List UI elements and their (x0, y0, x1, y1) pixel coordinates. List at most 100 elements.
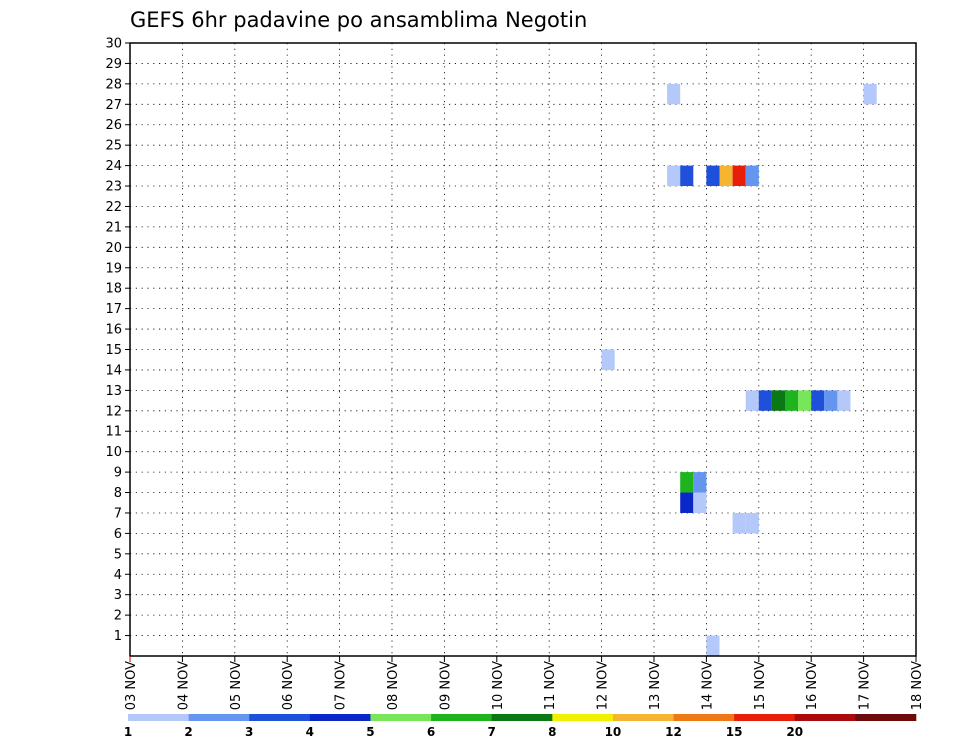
y-tick-label: 25 (105, 139, 122, 154)
colorbar-label: 12 (665, 725, 682, 739)
colorbar-swatch (794, 714, 856, 721)
colorbar-swatch (552, 714, 614, 721)
chart-title: GEFS 6hr padavine po ansamblima Negotin (130, 8, 587, 32)
colorbar-label: 8 (548, 725, 556, 739)
y-tick-label: 2 (114, 609, 122, 624)
y-tick-label: 18 (105, 282, 122, 297)
y-tick-label: 4 (114, 568, 122, 583)
heatmap-cell (745, 512, 759, 534)
colorbar-swatch (431, 714, 492, 721)
x-tick-label: 17 NOV (858, 661, 873, 710)
heatmap-cell (667, 165, 681, 187)
colorbar-swatch (855, 714, 917, 721)
colorbar-swatch (370, 714, 432, 721)
colorbar-label: 6 (427, 725, 435, 739)
heatmap-cell (693, 492, 707, 513)
x-tick-label: 18 NOV (910, 661, 925, 710)
heatmap-cell (811, 390, 825, 411)
colorbar-swatch (309, 714, 371, 721)
colorbar-label: 15 (726, 725, 743, 739)
grid-lines (129, 42, 917, 656)
y-tick-label: 6 (114, 527, 122, 542)
y-tick-label: 5 (114, 547, 122, 562)
y-tick-label: 29 (105, 57, 122, 72)
y-tick-label: 30 (105, 37, 122, 52)
x-tick-label: 05 NOV (229, 661, 244, 710)
x-tick-label: 15 NOV (753, 661, 768, 710)
colorbar-swatch (188, 714, 250, 721)
colorbar-label: 7 (488, 725, 496, 739)
heatmap-cell (798, 390, 812, 411)
colorbar-label: 20 (786, 725, 803, 739)
heatmap-cell (824, 390, 838, 411)
colorbar-swatch (673, 714, 735, 721)
x-tick-label: 04 NOV (176, 661, 191, 710)
colorbar-label: 3 (245, 725, 253, 739)
x-tick-label: 16 NOV (805, 661, 820, 710)
y-tick-label: 9 (114, 466, 122, 481)
y-tick-label: 16 (105, 323, 122, 338)
y-tick-label: 24 (105, 159, 122, 174)
colorbar-swatch (734, 714, 796, 721)
y-tick-label: 11 (105, 425, 122, 440)
heatmap-cell (693, 472, 707, 493)
heatmap-cell (732, 165, 746, 187)
colorbar-swatch (612, 714, 674, 721)
heatmap-cell (706, 165, 720, 187)
x-tick-label: 03 NOV (124, 661, 139, 710)
x-tick-label: 14 NOV (700, 661, 715, 710)
x-tick-label: 06 NOV (281, 661, 296, 710)
heatmap-cell (837, 390, 851, 411)
heatmap-cell (758, 390, 772, 411)
x-tick-label: 10 NOV (491, 661, 506, 710)
heatmap-cell (745, 165, 759, 187)
colorbar-swatch (249, 714, 311, 721)
colorbar-label: 1 (124, 725, 132, 739)
y-tick-label: 20 (105, 241, 122, 256)
colorbar: 1 2 3 4 5 6 7 8 10 12 15 20 (124, 714, 917, 739)
x-tick-label: 09 NOV (438, 661, 453, 710)
y-tick-label: 14 (105, 363, 122, 378)
y-tick-label: 27 (105, 98, 122, 113)
heatmap-cell (719, 165, 733, 187)
y-tick-label: 26 (105, 118, 122, 133)
y-tick-label: 17 (105, 302, 122, 317)
y-tick-label: 8 (114, 486, 122, 501)
x-axis: 03 NOV 04 NOV 05 NOV 06 NOV 07 NOV 08 NOV 09 N… (124, 656, 925, 710)
y-tick-label: 10 (105, 445, 122, 460)
colorbar-label: 10 (605, 725, 622, 739)
y-tick-label: 1 (114, 629, 122, 644)
heatmap-cell (706, 635, 720, 656)
heatmap-cell (785, 390, 799, 411)
colorbar-swatch (491, 714, 553, 721)
x-tick-label: 11 NOV (543, 661, 558, 710)
y-tick-label: 13 (105, 384, 122, 399)
heatmap-cell (601, 349, 615, 370)
colorbar-label: 2 (184, 725, 192, 739)
y-tick-label: 12 (105, 404, 122, 419)
y-tick-label: 23 (105, 180, 122, 195)
y-tick-label: 19 (105, 261, 122, 276)
y-tick-label: 21 (105, 220, 122, 235)
x-tick-label: 12 NOV (596, 661, 611, 710)
y-tick-label: 7 (114, 506, 122, 521)
colorbar-label: 5 (366, 725, 374, 739)
heatmap-cell (680, 472, 694, 493)
x-tick-label: 08 NOV (386, 661, 401, 710)
heatmap-cell (680, 492, 694, 513)
heatmap-cell (732, 512, 746, 534)
heatmap-cells (601, 83, 877, 656)
heatmap-cell (745, 390, 759, 411)
heatmap-cell (771, 390, 785, 411)
heatmap-cell (667, 83, 681, 105)
x-tick-label: 07 NOV (334, 661, 349, 710)
x-tick-label: 13 NOV (648, 661, 663, 710)
y-axis: 1234567891011121314151617181920212223242… (105, 37, 130, 644)
heatmap-cell (863, 83, 877, 105)
colorbar-swatch (128, 714, 189, 721)
y-tick-label: 3 (114, 588, 122, 603)
y-tick-label: 28 (105, 77, 122, 92)
y-tick-label: 22 (105, 200, 122, 215)
heatmap-cell (680, 165, 694, 187)
